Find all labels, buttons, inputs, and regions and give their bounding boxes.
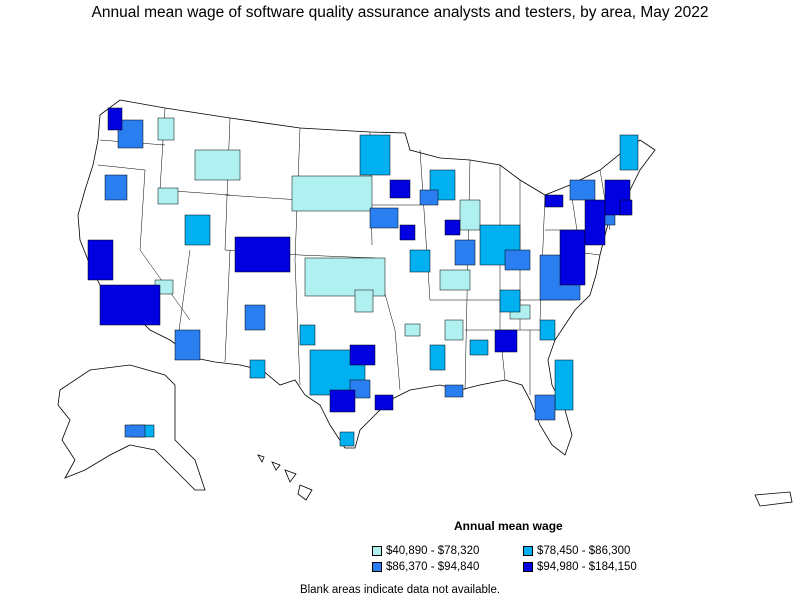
legend-swatch bbox=[523, 546, 533, 556]
puerto-rico-outline bbox=[754, 491, 793, 507]
legend-label: $78,450 - $86,300 bbox=[537, 545, 631, 557]
map-outlines bbox=[57, 99, 793, 507]
legend-label: $40,890 - $78,320 bbox=[386, 545, 480, 557]
map-title: Annual mean wage of software quality ass… bbox=[91, 4, 709, 21]
footnote: Blank areas indicate data not available. bbox=[299, 584, 501, 596]
legend-item: $78,450 - $86,300 bbox=[523, 545, 630, 557]
legend-label: $86,370 - $94,840 bbox=[386, 561, 480, 573]
legend-item: $40,890 - $78,320 bbox=[372, 545, 479, 557]
legend-title: Annual mean wage bbox=[454, 519, 563, 533]
legend-item: $86,370 - $94,840 bbox=[372, 561, 479, 573]
legend-swatch bbox=[372, 546, 382, 556]
wage-areas bbox=[87, 107, 639, 447]
legend-swatch bbox=[372, 562, 382, 572]
hawaii-outline bbox=[257, 454, 313, 501]
legend-label: $94,980 - $184,150 bbox=[537, 561, 637, 573]
tier-4-areas bbox=[87, 107, 633, 413]
legend-item: $94,980 - $184,150 bbox=[523, 561, 637, 573]
legend-swatch bbox=[523, 562, 533, 572]
